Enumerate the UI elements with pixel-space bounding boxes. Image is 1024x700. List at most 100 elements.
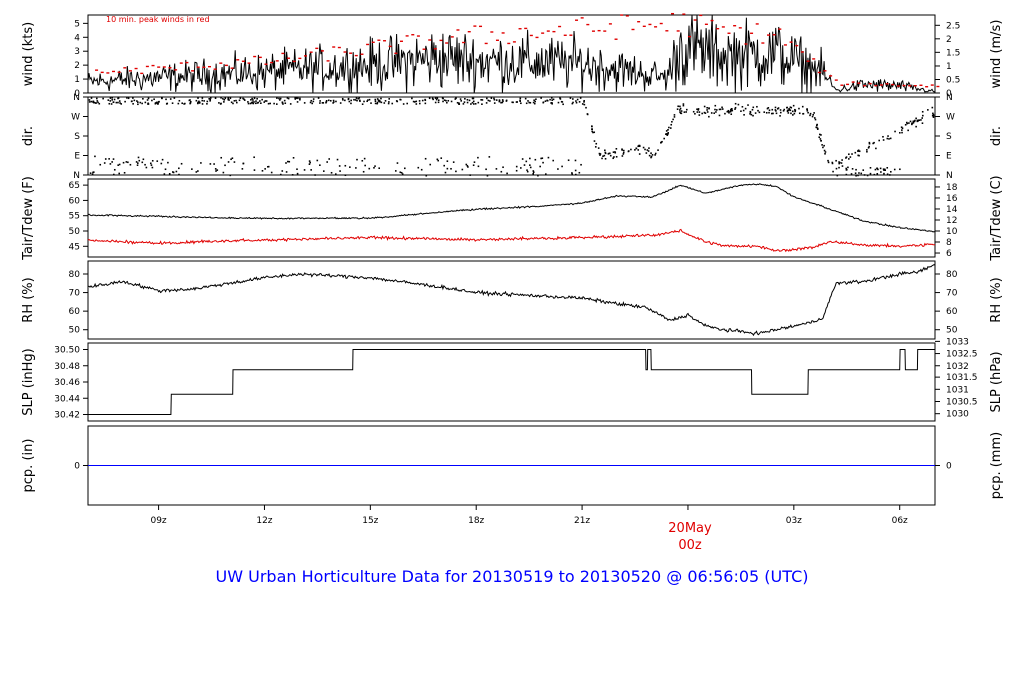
direction-point [344,99,346,102]
direction-point [580,163,582,166]
peak-wind-mark [456,29,460,31]
direction-point [583,99,585,102]
direction-point [593,131,596,134]
direction-point [118,163,121,166]
direction-point [907,129,909,132]
direction-point [377,99,380,102]
direction-point [730,109,732,111]
direction-point [858,154,860,157]
peak-wind-mark [128,70,132,72]
direction-point [144,101,147,104]
direction-point [539,165,541,168]
direction-point [163,173,166,175]
slp-right-tick-label: 1030 [946,410,969,420]
direction-point [171,171,174,173]
direction-point [873,141,875,144]
direction-point [250,98,252,101]
peak-wind-mark [224,64,228,67]
direction-point [355,167,357,169]
direction-point [117,97,119,100]
direction-point [571,172,573,174]
direction-point [533,102,536,105]
direction-point [743,114,745,116]
slp-left-tick-label: 30.48 [54,362,80,372]
direction-point [529,164,531,166]
direction-point [206,103,208,105]
direction-point [734,102,737,105]
direction-point [701,112,703,115]
peak-wind-mark [111,70,115,73]
wind-speed-line [87,14,936,94]
direction-point [191,168,193,170]
direction-point [698,111,701,113]
direction-point [857,154,859,157]
direction-point [296,101,299,103]
direction-point [542,161,544,164]
direction-point [135,161,138,163]
direction-point [845,168,848,171]
direction-point [131,100,133,103]
direction-point [184,102,186,105]
direction-point [767,107,770,109]
direction-point [814,118,817,121]
direction-point [894,130,896,133]
temp-right-tick-label: 14 [946,205,958,215]
direction-point [250,102,253,104]
direction-point [529,166,532,169]
direction-point [99,163,102,166]
direction-point [545,173,547,175]
direction-point [740,110,742,112]
peak-wind-mark [665,30,669,32]
direction-point [500,170,503,173]
direction-point [915,117,917,120]
direction-point [428,97,431,100]
direction-point [238,99,241,102]
direction-point [906,122,909,125]
direction-point [845,156,848,158]
direction-point [322,102,325,104]
direction-point [115,101,118,104]
direction-point [798,107,800,110]
direction-point [279,173,282,176]
direction-point [879,167,882,170]
direction-point [886,137,889,140]
peak-wind-mark [320,50,324,52]
direction-point [583,103,586,106]
direction-point [822,146,824,149]
direction-point [333,101,335,103]
direction-point [670,123,673,126]
direction-point [742,109,745,112]
direction-point [650,156,652,159]
direction-point [591,130,593,133]
direction-point [125,161,128,163]
direction-point [325,101,328,103]
direction-point [931,114,934,117]
direction-point [171,102,174,104]
peak-wind-mark [151,64,155,67]
peak-wind-mark [863,85,867,87]
direction-point [216,169,219,171]
peak-wind-mark [687,35,691,38]
direction-point [874,168,877,171]
direction-point [932,116,935,118]
direction-point [597,147,600,149]
direction-point [254,102,257,105]
direction-point [694,112,696,115]
direction-point [622,151,625,154]
direction-point [806,108,808,111]
slp-right-tick-label: 1030.5 [946,398,978,408]
direction-point [294,98,297,100]
peak-wind-mark [332,46,336,48]
direction-point [868,142,871,145]
direction-point [845,167,848,170]
direction-point [283,99,286,102]
direction-point [112,158,115,160]
direction-point [281,170,284,172]
wind-ylabel-left: wind (kts) [21,22,36,86]
direction-point [526,170,529,173]
peak-wind-mark [789,41,793,43]
direction-point [411,97,413,100]
direction-point [752,114,754,117]
direction-point [278,97,280,100]
